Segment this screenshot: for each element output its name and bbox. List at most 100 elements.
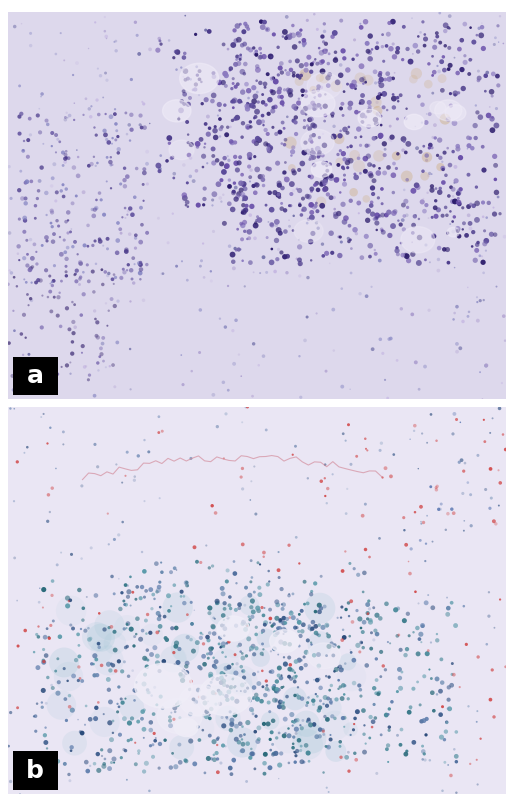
Point (225, 173, 233, 186)
Point (224, 384, 232, 397)
Point (251, 186, 260, 199)
Point (350, 676, 358, 689)
Point (143, 157, 151, 170)
Point (339, 147, 347, 160)
Point (173, 698, 181, 711)
Point (336, 680, 344, 693)
Point (60, 656, 68, 669)
Point (222, 669, 230, 682)
Point (398, 666, 406, 679)
Point (167, 706, 175, 719)
Point (371, 65, 379, 78)
Point (42, 264, 50, 276)
Point (230, 555, 238, 568)
Point (302, 58, 310, 71)
Point (87, 100, 96, 113)
Point (336, 249, 344, 262)
Point (399, 249, 407, 262)
Point (374, 191, 382, 204)
Point (321, 174, 329, 187)
Point (34, 661, 42, 674)
Point (397, 218, 405, 231)
Point (309, 85, 318, 98)
Point (89, 239, 97, 252)
Point (372, 131, 380, 144)
Point (173, 260, 181, 272)
Point (135, 257, 143, 270)
Point (417, 515, 425, 528)
Point (373, 767, 381, 780)
Point (143, 683, 152, 696)
Point (370, 634, 378, 646)
Point (309, 83, 318, 96)
Point (327, 172, 335, 185)
Point (31, 355, 40, 368)
Point (285, 757, 293, 770)
Point (321, 472, 329, 484)
Point (65, 768, 73, 781)
Point (364, 105, 372, 118)
Point (15, 184, 23, 197)
Point (24, 134, 32, 147)
Point (280, 122, 288, 135)
Point (479, 256, 487, 268)
Point (249, 98, 257, 111)
Point (182, 754, 190, 767)
Point (238, 168, 246, 181)
Point (92, 701, 100, 714)
Point (287, 188, 296, 201)
Point (235, 736, 243, 749)
Point (376, 88, 384, 101)
Point (30, 238, 39, 251)
Point (471, 254, 480, 267)
Point (148, 629, 156, 642)
Point (144, 446, 153, 459)
Point (317, 694, 325, 707)
Point (220, 629, 228, 642)
Point (319, 766, 327, 779)
Point (42, 649, 50, 662)
Point (410, 218, 418, 231)
Point (448, 596, 456, 609)
Point (183, 200, 192, 213)
Point (377, 79, 386, 92)
Point (241, 18, 249, 31)
Point (302, 739, 310, 752)
Point (322, 172, 331, 185)
Point (409, 48, 417, 60)
Point (77, 622, 85, 635)
Point (252, 710, 260, 723)
Point (407, 55, 415, 68)
Point (340, 215, 348, 228)
Point (496, 593, 504, 606)
Point (317, 47, 325, 60)
Point (247, 642, 255, 654)
Point (106, 744, 114, 757)
Point (123, 170, 132, 183)
Point (282, 31, 290, 44)
Point (496, 476, 504, 489)
Point (364, 150, 373, 163)
Point (239, 651, 247, 664)
Point (292, 727, 300, 740)
Point (40, 655, 48, 668)
Point (59, 146, 67, 159)
Point (271, 186, 279, 199)
Point (376, 612, 384, 625)
Point (169, 653, 177, 666)
Point (117, 177, 125, 190)
Point (61, 114, 69, 127)
Point (17, 107, 25, 120)
Point (56, 630, 64, 643)
Point (340, 173, 348, 186)
Point (331, 202, 339, 215)
Point (236, 717, 244, 730)
Point (27, 27, 35, 39)
Point (278, 583, 286, 596)
Point (250, 101, 258, 114)
Point (195, 733, 204, 746)
Point (305, 190, 313, 203)
Point (33, 258, 41, 271)
Point (437, 497, 445, 510)
Point (197, 627, 205, 640)
